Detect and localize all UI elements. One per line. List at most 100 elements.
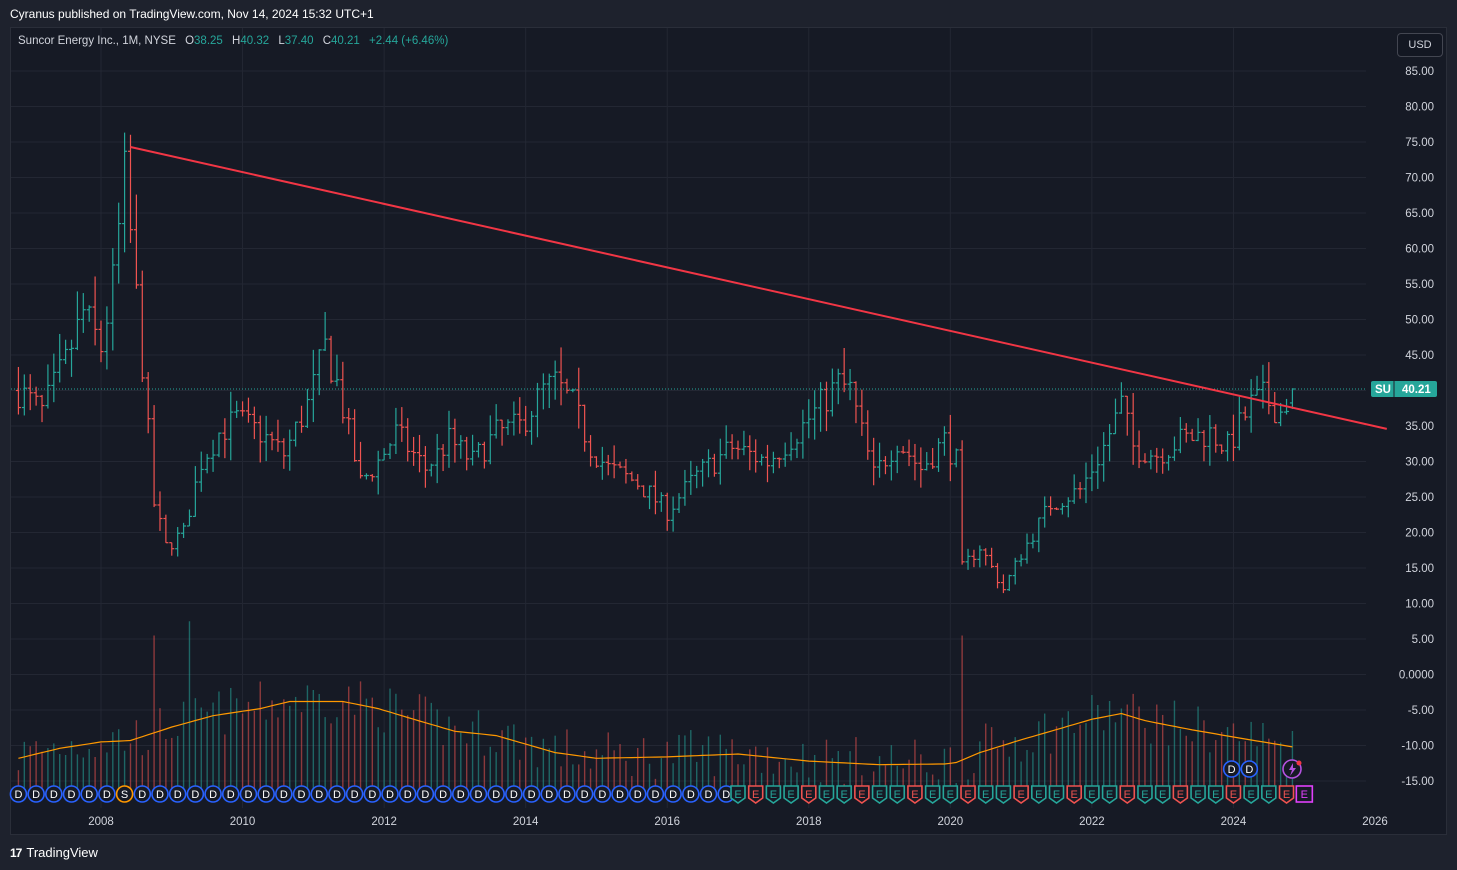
dividend-marker: D xyxy=(487,785,505,803)
svg-text:D: D xyxy=(262,789,270,801)
earnings-marker: E xyxy=(942,785,959,804)
time-tick-label: 2016 xyxy=(654,816,680,828)
ohlc-bar xyxy=(346,407,352,435)
ohlc-bar xyxy=(1024,533,1030,564)
ohlc-bar xyxy=(959,440,965,565)
price-tick-label: -10.00 xyxy=(1401,741,1434,753)
ohlc-bar xyxy=(1083,462,1089,504)
price-tick-label: 30.00 xyxy=(1405,457,1434,469)
ohlc-bar xyxy=(995,563,1001,589)
ohlc-bar xyxy=(1118,382,1124,414)
dividend-marker: D xyxy=(257,785,275,803)
dividend-marker: D xyxy=(416,785,435,803)
dividend-marker: D xyxy=(80,785,99,803)
svg-text:D: D xyxy=(528,789,536,801)
ohlc-bar xyxy=(1059,503,1065,515)
ohlc-bar xyxy=(446,410,452,468)
ohlc-bar xyxy=(464,436,470,471)
time-axis: 2008 2010 2012 2014 2016 2018 2020 2022 2024 2026 xyxy=(88,816,1388,828)
ohlc-bar xyxy=(1225,431,1231,462)
ohlc-bar xyxy=(918,447,924,488)
ohlc-bar xyxy=(682,469,688,506)
svg-text:D: D xyxy=(368,789,376,801)
ohlc-bar xyxy=(894,445,900,474)
ohlc-bar xyxy=(98,320,104,363)
ohlc-bar xyxy=(941,426,947,456)
time-tick-label: 2008 xyxy=(88,816,114,828)
dividend-marker: D xyxy=(593,785,612,803)
ohlc-bar xyxy=(688,460,694,495)
svg-text:D: D xyxy=(581,789,589,801)
dividend-marker: D xyxy=(628,785,647,803)
ohlc-bar xyxy=(888,450,894,481)
chart-frame[interactable] xyxy=(10,27,1447,835)
low-label: L xyxy=(278,35,285,47)
ohlc-bar xyxy=(405,418,411,462)
svg-text:E: E xyxy=(1124,789,1131,801)
ohlc-bar xyxy=(871,437,877,486)
ohlc-bar xyxy=(375,450,381,495)
ohlc-bar xyxy=(812,390,818,440)
ohlc-bar xyxy=(605,454,611,476)
ohlc-bar xyxy=(192,466,198,518)
publish-banner: Cyranus published on TradingView.com, No… xyxy=(10,7,374,21)
svg-text:D: D xyxy=(1228,764,1236,776)
dividend-marker: D xyxy=(292,785,311,803)
ohlc-bar xyxy=(770,451,776,474)
ohlc-bar xyxy=(1000,574,1006,594)
svg-text:E: E xyxy=(1000,789,1007,801)
svg-text:E: E xyxy=(894,789,901,801)
ohlc-bar xyxy=(1136,430,1142,469)
dividend-marker: D xyxy=(540,785,559,803)
ohlc-bar xyxy=(523,405,529,437)
ohlc-bar xyxy=(847,368,853,401)
price-tick-label: 20.00 xyxy=(1405,528,1434,540)
price-axis: 85.00 80.00 75.00 70.00 65.00 60.00 55.00 50.00… xyxy=(1399,66,1434,788)
ohlc-bar xyxy=(133,194,139,289)
svg-text:D: D xyxy=(156,789,164,801)
ohlc-bar xyxy=(440,444,446,472)
earnings-marker: E xyxy=(924,785,941,804)
ohlc-bar xyxy=(428,463,434,477)
ohlc-bar xyxy=(1112,398,1118,435)
ohlc-bar xyxy=(711,453,717,477)
earnings-marker: E xyxy=(818,785,835,804)
currency-button[interactable]: USD xyxy=(1397,33,1443,57)
ohlc-bar xyxy=(1036,517,1042,553)
ohlc-bar xyxy=(257,415,263,463)
change-value: +2.44 (+6.46%) xyxy=(369,35,449,47)
svg-text:E: E xyxy=(1035,789,1042,801)
dividend-marker: D xyxy=(345,785,364,803)
ohlc-bar xyxy=(593,456,599,468)
earnings-marker: E xyxy=(1084,785,1100,804)
ohlc-bar xyxy=(163,514,169,544)
ohlc-bar xyxy=(912,443,918,481)
ohlc-bar xyxy=(652,470,658,515)
dividend-marker: D xyxy=(1240,760,1259,778)
tradingview-logo[interactable]: 17 TradingView xyxy=(10,845,98,860)
ohlc-bar xyxy=(977,545,983,568)
svg-text:D: D xyxy=(634,789,642,801)
ohlc-bar xyxy=(564,378,570,394)
ohlc-bar xyxy=(45,364,51,409)
svg-text:E: E xyxy=(1071,789,1078,801)
tradingview-brand: TradingView xyxy=(26,845,98,860)
ohlc-bar xyxy=(753,439,759,473)
ohlc-bar xyxy=(1278,402,1284,427)
dividend-marker: D xyxy=(381,785,399,803)
dividend-marker: D xyxy=(204,785,222,803)
earnings-marker: E xyxy=(960,785,976,804)
svg-text:E: E xyxy=(1053,789,1060,801)
svg-text:D: D xyxy=(492,789,500,801)
ohlc-bar xyxy=(747,435,753,471)
earnings-marker: E xyxy=(854,785,870,804)
ohlc-bar xyxy=(470,434,476,466)
ohlc-bar xyxy=(387,443,393,459)
ohlc-bar xyxy=(299,405,305,433)
ohlc-bar xyxy=(475,442,481,458)
ohlc-bar xyxy=(623,458,629,484)
ohlc-bar xyxy=(116,202,122,284)
svg-text:E: E xyxy=(964,789,971,801)
